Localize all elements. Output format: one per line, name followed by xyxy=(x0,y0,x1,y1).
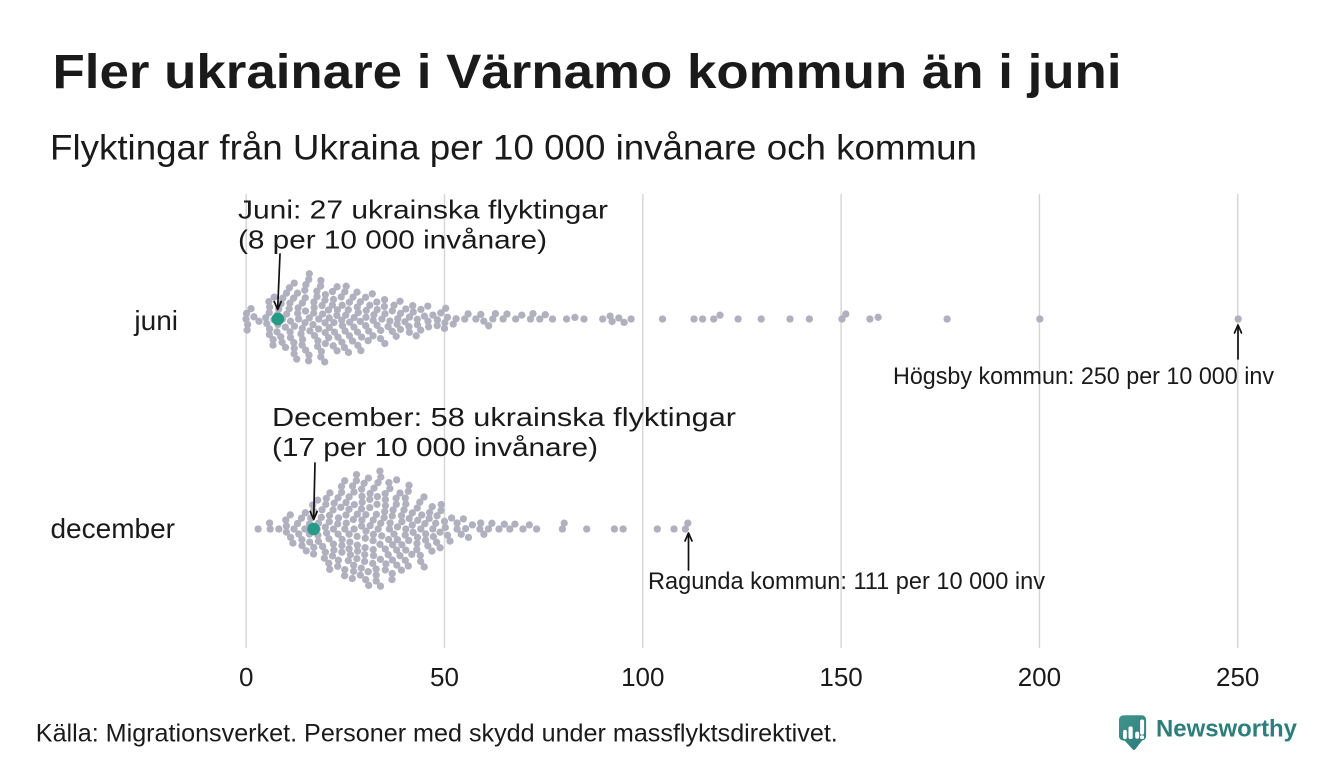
svg-text:Juni: 27 ukrainska flyktingar: Juni: 27 ukrainska flyktingar xyxy=(238,194,608,224)
svg-text:(17 per 10 000 invånare): (17 per 10 000 invånare) xyxy=(272,432,598,462)
svg-text:50: 50 xyxy=(430,662,459,692)
svg-text:Flyktingar från Ukraina per 10: Flyktingar från Ukraina per 10 000 invån… xyxy=(50,129,977,168)
svg-text:200: 200 xyxy=(1018,662,1061,692)
svg-text:0: 0 xyxy=(239,662,253,692)
svg-text:(8 per 10 000 invånare): (8 per 10 000 invånare) xyxy=(238,224,547,254)
svg-text:250: 250 xyxy=(1216,662,1259,692)
svg-text:juni: juni xyxy=(133,305,178,336)
svg-text:december: december xyxy=(50,513,175,544)
svg-text:Högsby kommun: 250 per 10 000: Högsby kommun: 250 per 10 000 inv xyxy=(893,363,1274,390)
svg-text:Newsworthy: Newsworthy xyxy=(1156,716,1297,743)
svg-text:December: 58 ukrainska flyktin: December: 58 ukrainska flyktingar xyxy=(272,402,736,432)
svg-text:100: 100 xyxy=(621,662,664,692)
svg-text:Källa: Migrationsverket. Perso: Källa: Migrationsverket. Personer med sk… xyxy=(36,719,838,747)
svg-text:150: 150 xyxy=(819,662,862,692)
svg-text:Fler ukrainare i Värnamo kommu: Fler ukrainare i Värnamo kommun än i jun… xyxy=(53,46,1122,99)
svg-text:Ragunda kommun: 111 per 10 000: Ragunda kommun: 111 per 10 000 inv xyxy=(648,568,1045,595)
